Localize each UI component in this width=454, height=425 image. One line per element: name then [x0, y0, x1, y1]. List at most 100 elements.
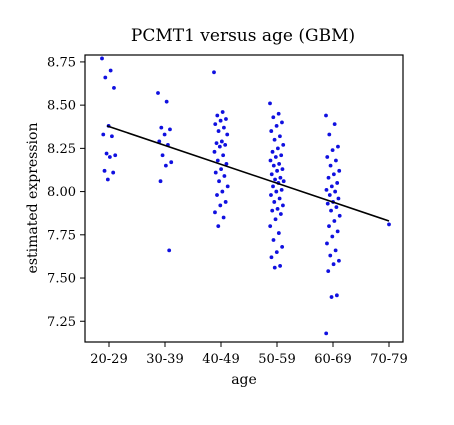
data-point — [278, 264, 282, 268]
data-point — [273, 155, 278, 159]
data-point — [272, 137, 277, 142]
data-point — [214, 141, 219, 146]
data-point — [270, 208, 275, 213]
trend-line — [106, 125, 390, 222]
data-point — [216, 224, 221, 229]
y-tick-label: 7.25 — [47, 315, 76, 330]
data-point — [110, 134, 114, 139]
data-point — [330, 234, 335, 239]
data-point — [326, 175, 331, 180]
data-point — [215, 113, 220, 118]
data-point — [223, 143, 228, 147]
data-point — [271, 163, 276, 168]
data-point — [327, 132, 332, 137]
data-point — [387, 222, 391, 227]
data-point — [328, 253, 333, 258]
data-point — [329, 184, 334, 189]
data-point — [337, 168, 342, 173]
y-tick-label: 7.75 — [47, 228, 76, 243]
data-point — [331, 172, 336, 177]
data-point — [337, 213, 342, 218]
x-axis-label: age — [231, 372, 257, 388]
data-point — [219, 167, 223, 172]
data-point — [277, 162, 282, 166]
data-point — [272, 200, 277, 204]
data-point — [277, 196, 282, 201]
data-point — [326, 269, 331, 274]
x-tick-label: 20-29 — [90, 352, 127, 367]
data-points — [100, 56, 391, 336]
data-point — [158, 179, 163, 184]
data-point — [218, 203, 223, 208]
data-point — [218, 118, 223, 123]
y-axis-label: estimated expression — [25, 123, 41, 274]
data-point — [333, 189, 338, 194]
data-point — [271, 184, 275, 189]
data-point — [222, 174, 227, 178]
data-point — [280, 167, 285, 172]
data-point — [337, 258, 341, 263]
data-point — [225, 184, 230, 189]
data-point — [111, 170, 116, 175]
data-point — [334, 205, 339, 210]
data-point — [224, 162, 229, 166]
data-point — [273, 177, 277, 182]
data-point — [324, 187, 329, 192]
y-axis: 7.25 7.50 7.75 8.00 8.25 8.50 8.75 — [47, 55, 85, 330]
data-point — [102, 168, 107, 173]
data-point — [112, 85, 116, 90]
data-point — [104, 151, 109, 156]
data-point — [168, 127, 172, 132]
data-point — [274, 189, 279, 194]
data-point — [275, 168, 279, 173]
data-point — [221, 215, 226, 220]
data-point — [212, 70, 216, 75]
data-point — [268, 224, 273, 229]
data-point — [336, 196, 341, 201]
chart-title: PCMT1 versus age (GBM) — [131, 26, 355, 46]
y-tick-label: 7.50 — [47, 272, 76, 287]
x-axis: 20-29 30-39 40-49 50-59 60-69 70-79 — [90, 342, 408, 367]
y-tick-label: 8.25 — [47, 142, 76, 157]
data-point — [212, 149, 217, 154]
data-point — [213, 170, 218, 175]
data-point — [163, 163, 168, 168]
data-point — [215, 158, 220, 163]
data-point — [169, 160, 174, 165]
x-tick-label: 30-39 — [146, 352, 183, 367]
data-point — [225, 132, 230, 137]
data-point — [281, 203, 285, 208]
data-point — [108, 68, 113, 73]
x-tick-label: 70-79 — [370, 352, 407, 367]
data-point — [275, 146, 280, 151]
data-point — [328, 163, 333, 168]
data-point — [336, 144, 340, 149]
data-point — [272, 265, 277, 270]
data-point — [278, 212, 283, 216]
data-point — [222, 125, 226, 130]
data-point — [162, 132, 167, 137]
data-point — [324, 113, 328, 118]
x-tick-label: 60-69 — [314, 352, 351, 367]
data-point — [220, 110, 225, 114]
data-point — [278, 175, 283, 180]
data-point — [275, 206, 280, 211]
data-point — [276, 231, 281, 235]
data-point — [325, 201, 330, 206]
data-point — [101, 132, 106, 137]
data-point — [327, 224, 331, 229]
data-point — [332, 219, 337, 223]
data-point — [330, 148, 335, 152]
data-point — [278, 134, 282, 139]
data-point — [269, 255, 274, 260]
data-point — [325, 241, 329, 246]
y-tick-label: 8.00 — [47, 185, 76, 200]
y-tick-label: 8.75 — [47, 55, 76, 70]
data-point — [107, 155, 112, 159]
data-point — [220, 189, 225, 194]
data-point — [276, 111, 281, 116]
data-point — [331, 262, 336, 267]
data-point — [335, 181, 340, 185]
data-point — [156, 91, 160, 95]
